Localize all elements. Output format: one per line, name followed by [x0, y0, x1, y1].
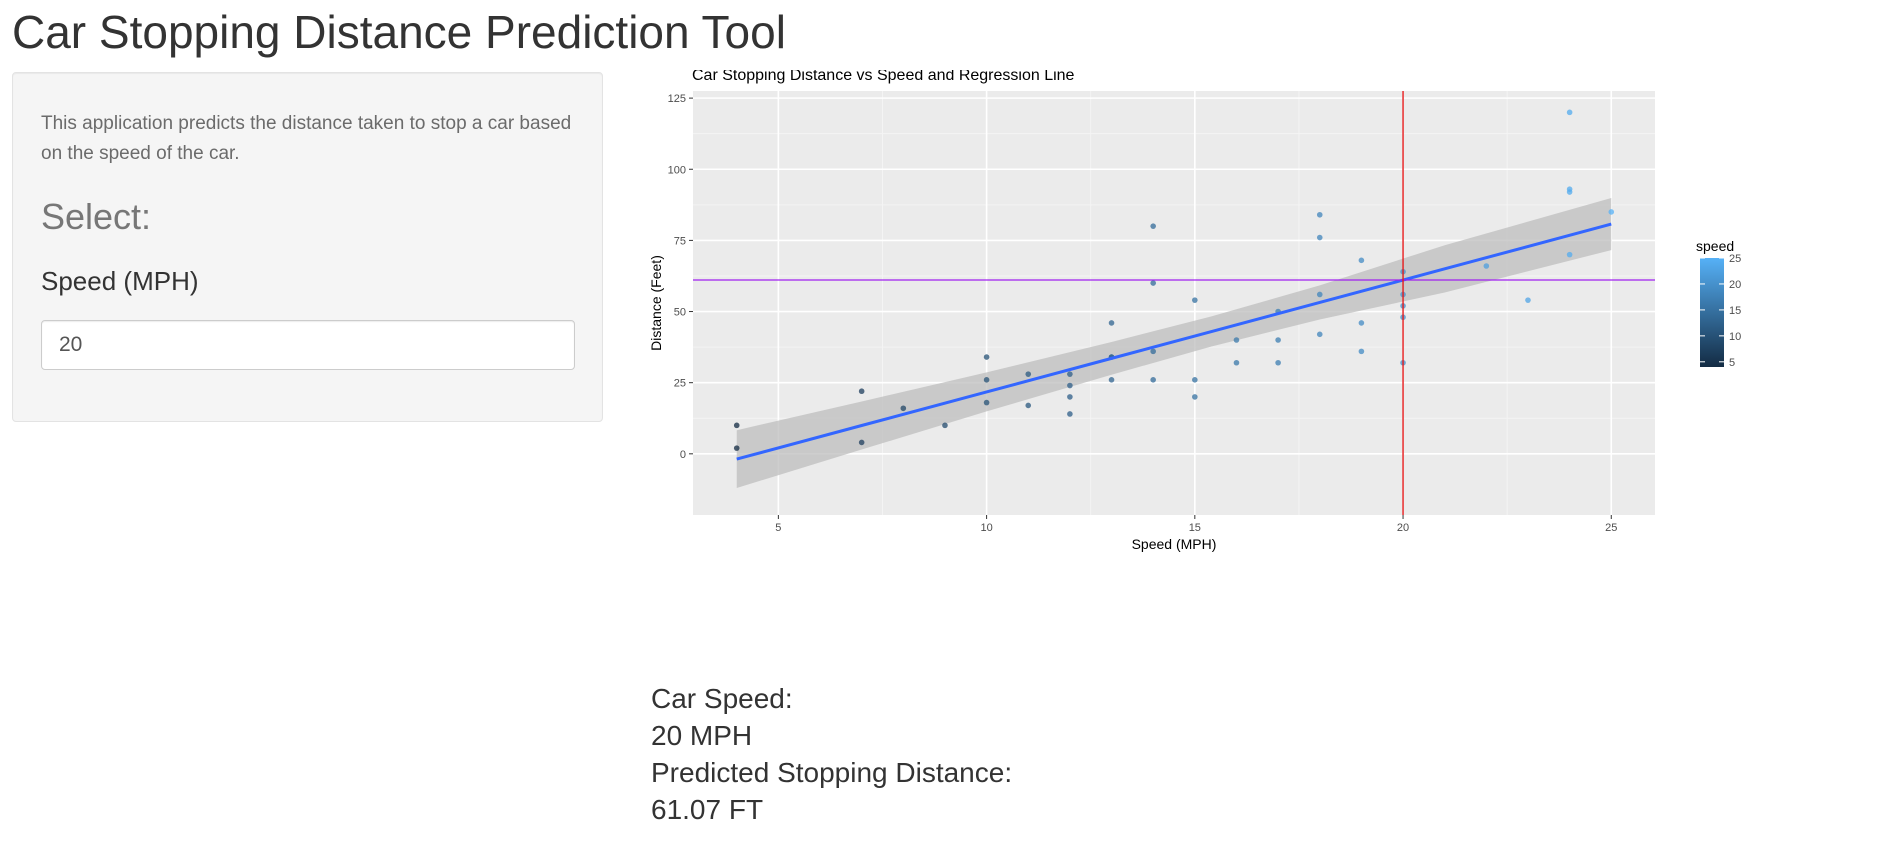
page-title: Car Stopping Distance Prediction Tool: [12, 6, 786, 58]
legend-ticks: 5 10 15 20 25: [1700, 253, 1741, 369]
data-point: [983, 377, 990, 383]
data-point: [1566, 251, 1573, 258]
y-axis-label: Distance (Feet): [648, 255, 664, 351]
scatter-plot: 5 10 15 20 25 0 25 50 75 100 125 Car Stopping Dis…: [648, 70, 1741, 552]
x-tick-label: 20: [1397, 522, 1409, 534]
color-legend: speed 5 10 15 20 25: [1696, 238, 1741, 369]
y-tick-label: 0: [680, 449, 686, 461]
car-speed-label: Car Speed:: [651, 683, 793, 714]
data-point: [1150, 348, 1156, 355]
data-point: [1233, 337, 1240, 343]
data-point: [1067, 371, 1073, 377]
data-point: [900, 405, 907, 412]
plot-area: 5 10 15 20 25 0 25 50 75 100 125 Car Stopping Dis…: [640, 70, 1885, 670]
data-point: [1150, 223, 1156, 229]
data-point: [858, 388, 865, 395]
legend-tick-label: 15: [1729, 305, 1741, 317]
data-point: [1192, 297, 1198, 303]
data-point: [1316, 331, 1323, 338]
data-point: [1067, 382, 1073, 389]
data-point: [983, 399, 990, 406]
data-point: [1275, 359, 1281, 366]
data-point: [1525, 297, 1531, 303]
x-tick-label: 15: [1189, 522, 1201, 534]
x-tick-label: 10: [980, 522, 992, 534]
legend-tick-label: 20: [1729, 279, 1741, 291]
data-point: [1566, 186, 1573, 192]
major-gridlines: [693, 91, 1655, 515]
y-axis-ticks: 0 25 50 75 100 125: [668, 93, 693, 461]
data-point: [1275, 337, 1281, 343]
y-tick-label: 75: [674, 235, 686, 247]
legend-colorbar: [1700, 258, 1724, 367]
data-point: [1316, 234, 1323, 241]
regression-line: [736, 222, 1612, 461]
data-point: [1358, 348, 1365, 355]
data-point: [858, 439, 865, 446]
data-point: [733, 422, 740, 429]
x-axis-label: Speed (MPH): [1132, 536, 1217, 552]
data-point: [1150, 280, 1156, 286]
y-tick-label: 100: [668, 164, 686, 176]
legend-tick-label: 25: [1729, 253, 1741, 265]
chart-title: Car Stopping Distance vs Speed and Regre…: [692, 70, 1075, 84]
data-point: [1108, 377, 1115, 383]
data-point: [1192, 377, 1198, 383]
data-point: [1067, 411, 1073, 417]
y-tick-label: 125: [668, 93, 686, 105]
data-point: [1316, 211, 1323, 218]
select-heading: Select:: [41, 196, 152, 237]
data-point: [1608, 209, 1615, 215]
app-description: This application predicts the distance t…: [41, 113, 572, 164]
data-point: [1025, 371, 1032, 377]
legend-tick-label: 10: [1729, 331, 1741, 343]
data-point: [1566, 109, 1573, 116]
data-point: [1192, 394, 1198, 400]
data-point: [1067, 394, 1073, 400]
car-speed-value: 20 MPH: [651, 720, 753, 751]
data-point: [1358, 257, 1365, 264]
data-point: [1108, 320, 1115, 326]
x-axis-ticks: 5 10 15 20 25: [775, 515, 1617, 534]
data-point: [983, 354, 990, 360]
predicted-distance-value: 61.07 FT: [651, 794, 764, 825]
data-point: [1233, 359, 1240, 366]
y-tick-label: 25: [674, 378, 686, 390]
data-point: [1025, 402, 1032, 409]
legend-tick-label: 5: [1729, 357, 1735, 369]
data-point: [1150, 377, 1156, 383]
x-tick-label: 25: [1605, 522, 1617, 534]
sidebar-panel: This application predicts the distance t…: [12, 72, 603, 422]
data-point: [1358, 320, 1365, 326]
data-point: [1316, 291, 1323, 298]
x-tick-label: 5: [775, 522, 781, 534]
data-points: [733, 109, 1615, 451]
data-point: [733, 445, 740, 451]
y-tick-label: 50: [674, 307, 686, 319]
data-point: [1483, 263, 1490, 269]
predicted-distance-label: Predicted Stopping Distance:: [651, 757, 1013, 788]
speed-label: Speed (MPH): [41, 266, 199, 296]
data-point: [942, 422, 948, 429]
speed-input[interactable]: [41, 320, 575, 370]
legend-title: speed: [1696, 238, 1734, 254]
